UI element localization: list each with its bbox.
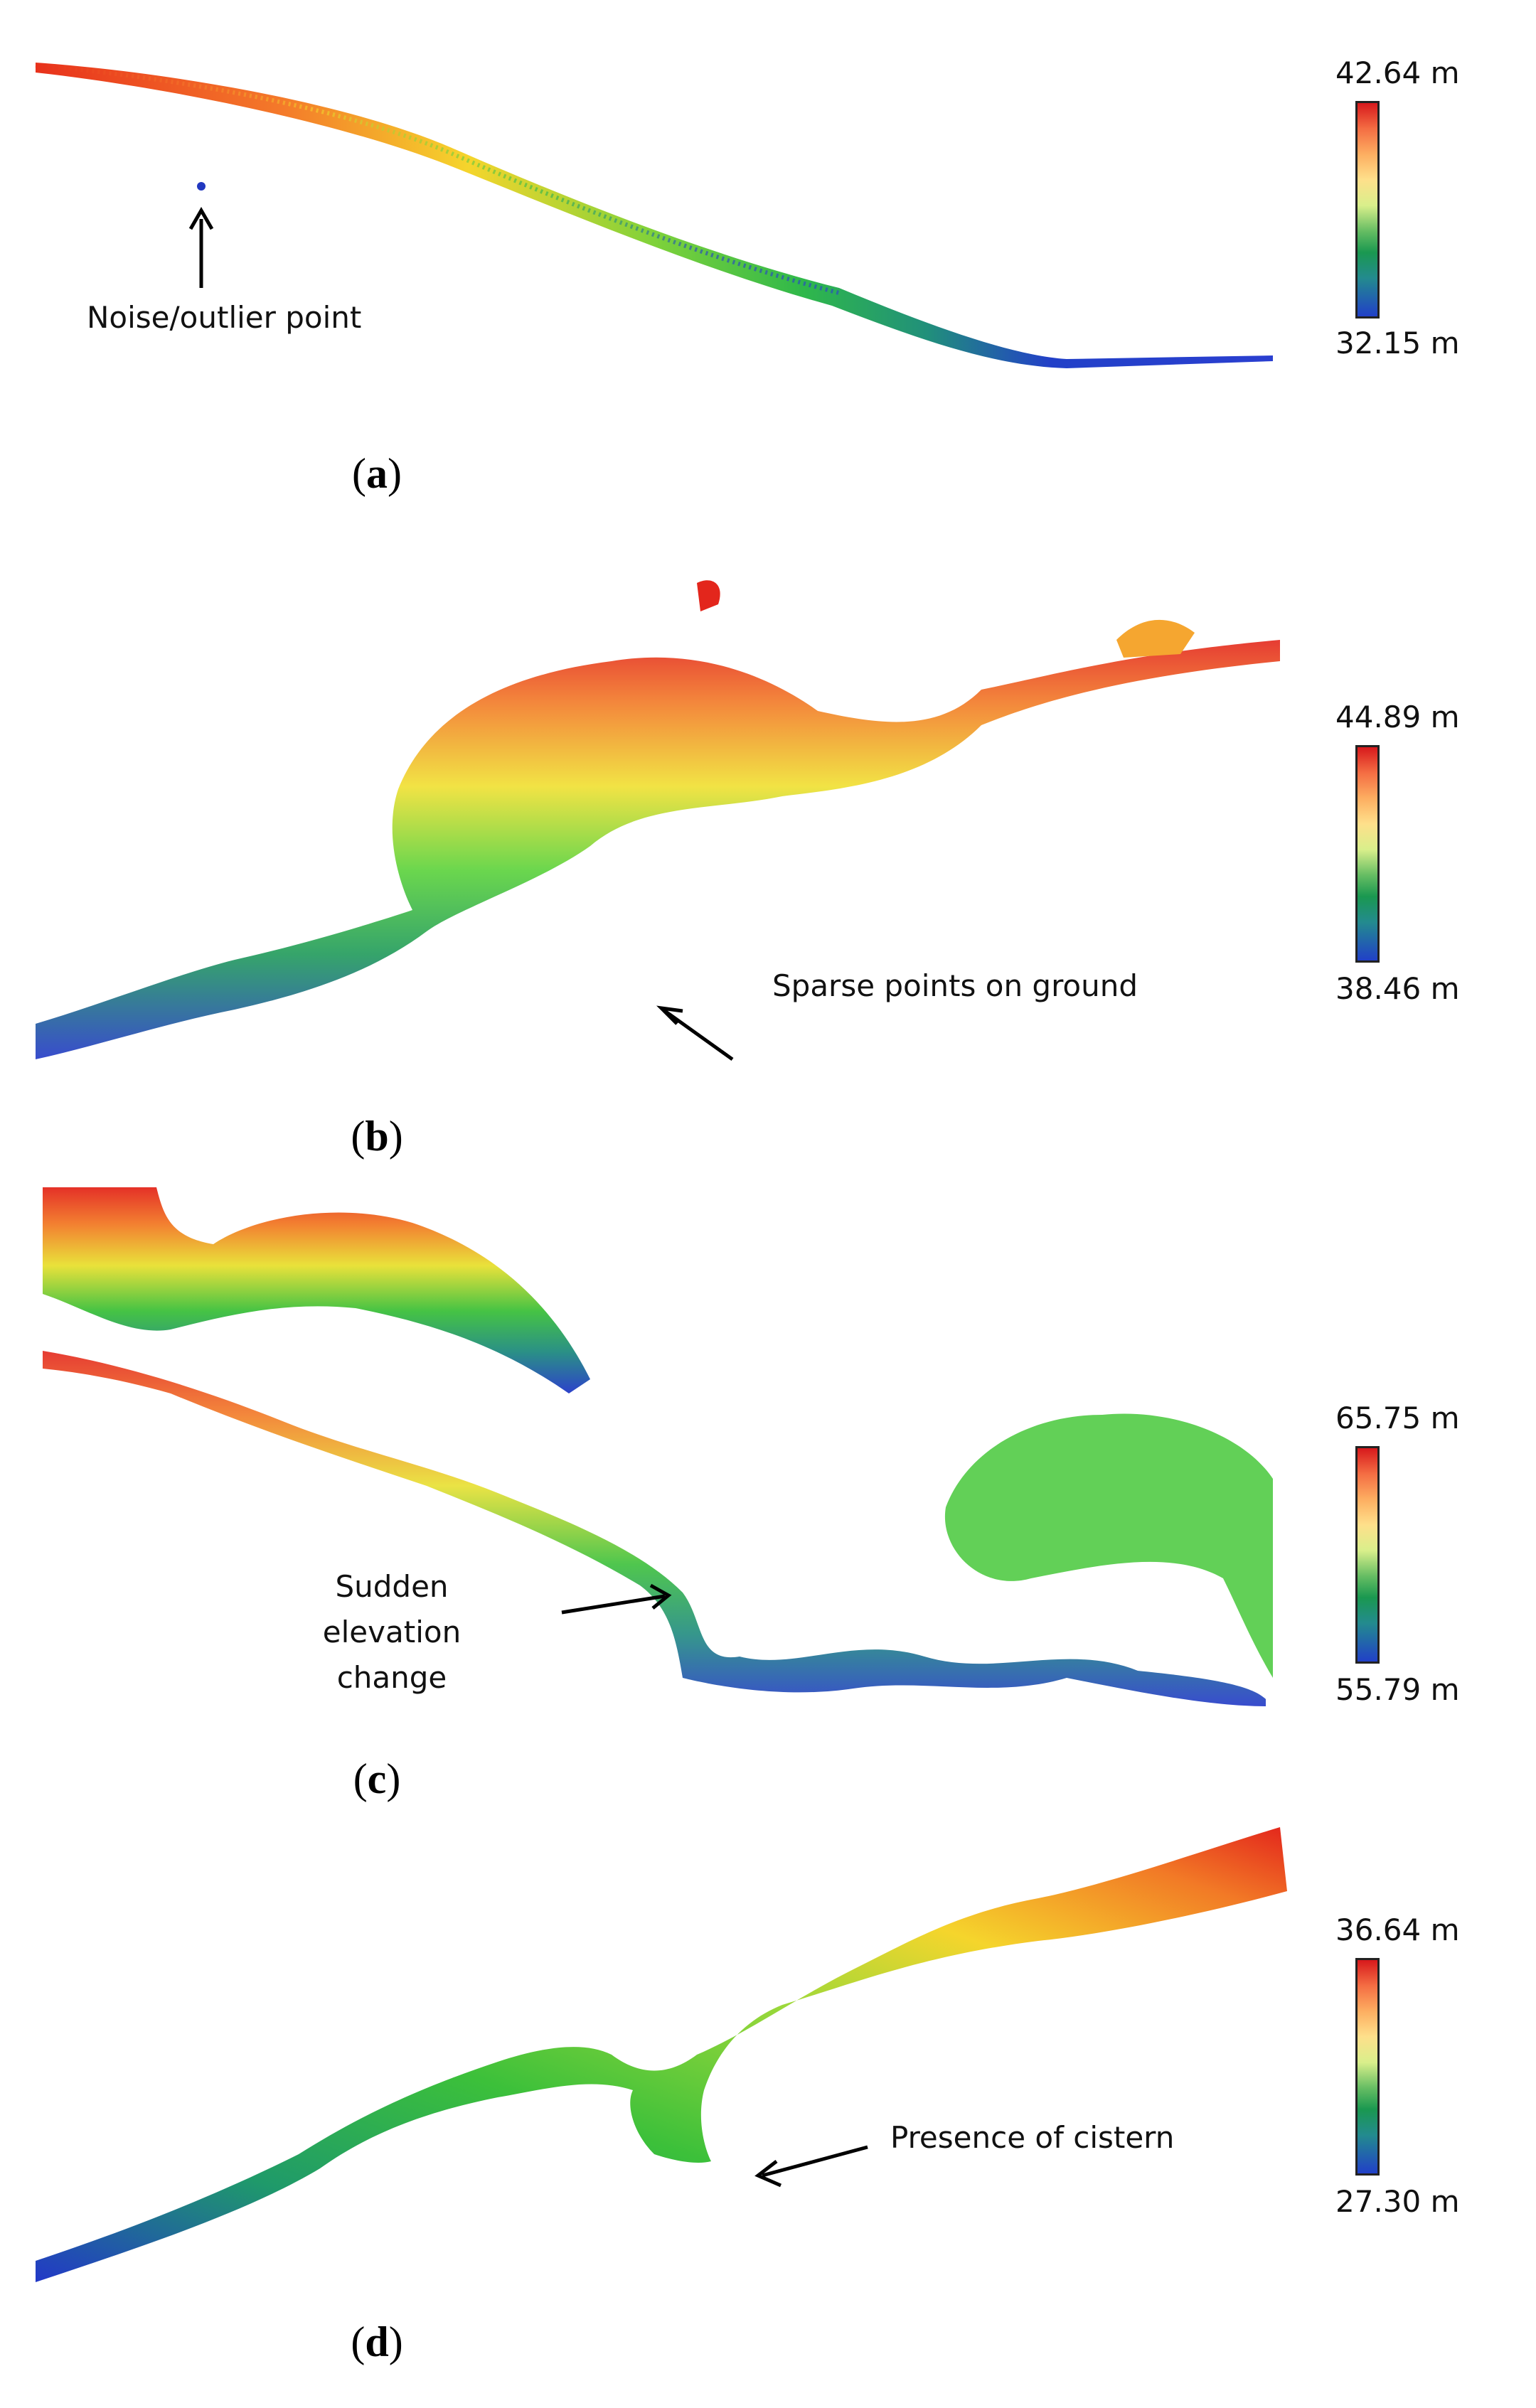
scale-min-b: 38.46 m: [1335, 971, 1460, 1006]
scale-max-d: 36.64 m: [1335, 1912, 1460, 1947]
colorbar-d: [1355, 1958, 1380, 2176]
scale-min-a: 32.15 m: [1335, 326, 1460, 360]
scale-max-c: 65.75 m: [1335, 1401, 1460, 1435]
point-cloud-a: [35, 63, 1273, 368]
scale-max-b: 44.89 m: [1335, 700, 1460, 734]
point-cloud-b: [36, 580, 1280, 1061]
caption-a: (a): [352, 450, 402, 497]
scale-min-c: 55.79 m: [1335, 1672, 1460, 1707]
annotation-d: Presence of cistern: [890, 2120, 1175, 2155]
colorbar-a: [1355, 101, 1380, 319]
scale-min-d: 27.30 m: [1335, 2184, 1460, 2219]
point-cloud-d: [36, 1827, 1287, 2282]
caption-b: (b): [351, 1113, 403, 1160]
colorbar-b: [1355, 745, 1380, 963]
annotation-b: Sparse points on ground: [772, 968, 1138, 1003]
caption-d: (d): [351, 2318, 403, 2365]
annotation-c: Sudden elevation change: [322, 1569, 462, 1695]
annotation-a: Noise/outlier point: [87, 300, 362, 335]
caption-c: (c): [353, 1755, 401, 1802]
scale-max-a: 42.64 m: [1335, 55, 1460, 90]
colorbar-c: [1355, 1446, 1380, 1664]
point-cloud-c: [43, 1187, 1273, 1706]
